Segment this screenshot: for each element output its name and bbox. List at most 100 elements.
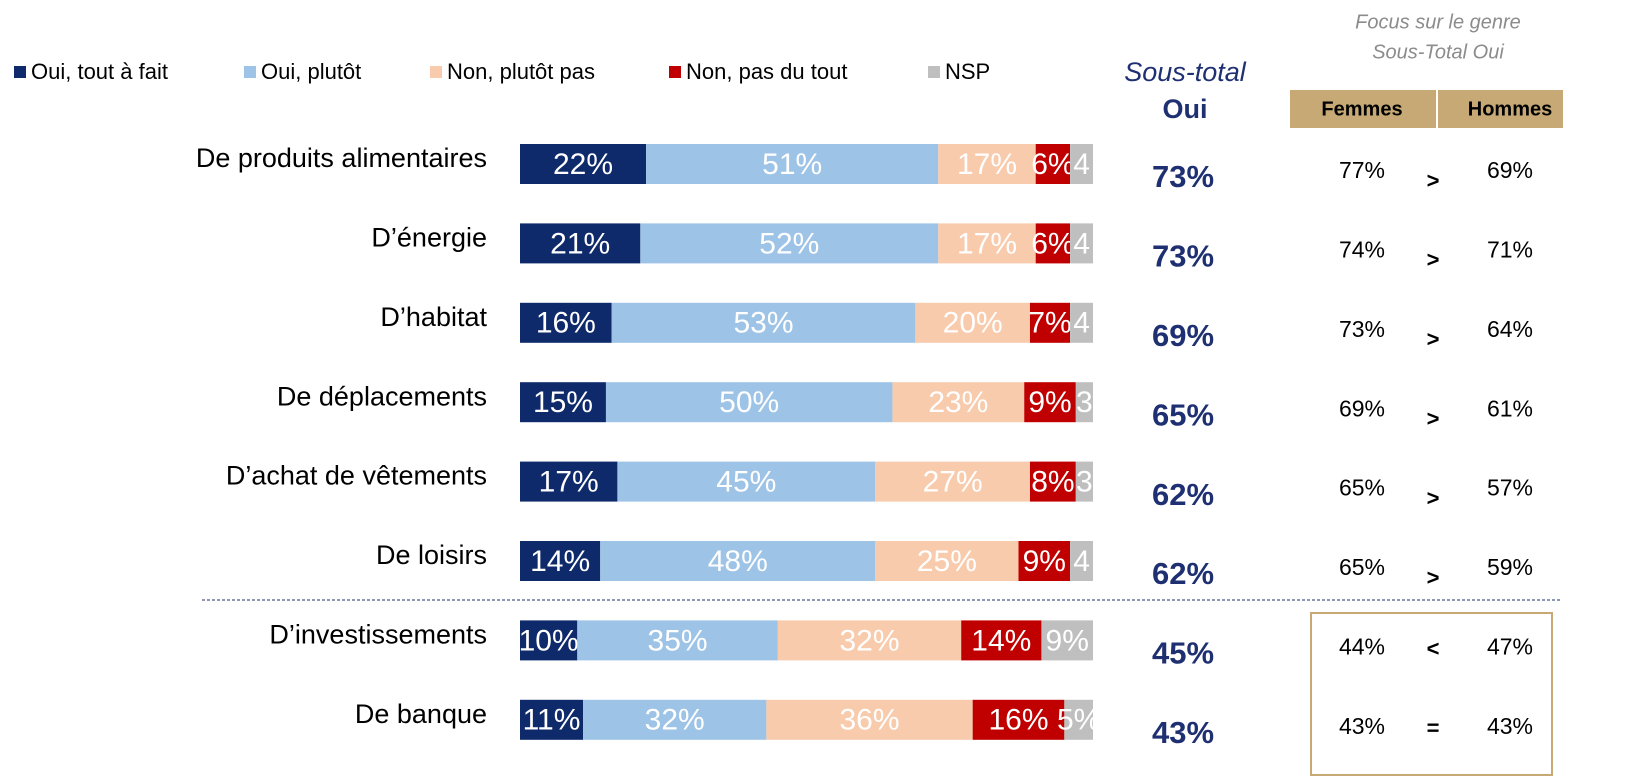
bar-segment — [520, 223, 641, 264]
bar-segment — [938, 223, 1036, 264]
bar-label: 45% — [716, 466, 776, 499]
bar-segment — [520, 382, 606, 423]
bar-segment — [1070, 223, 1093, 264]
focus-sign: > — [1427, 247, 1440, 272]
bar-label: 3 — [1076, 386, 1093, 419]
bar-label: 23% — [928, 386, 988, 419]
subtotal-value: 73% — [1152, 159, 1214, 194]
bar-label: 52% — [759, 227, 819, 260]
category-label: D’investissements — [269, 620, 487, 650]
category-label: De déplacements — [277, 381, 487, 411]
bar-segment — [1035, 144, 1071, 184]
subtotal-value: 69% — [1152, 318, 1214, 353]
bar-segment — [1070, 144, 1093, 184]
subtotal-value: 65% — [1152, 397, 1214, 432]
bar-label: 32% — [645, 704, 705, 737]
legend-swatch — [928, 66, 940, 78]
focus-femmes: 74% — [1339, 236, 1385, 262]
focus-column: Hommes — [1468, 98, 1552, 120]
focus-column: Femmes — [1321, 98, 1402, 120]
focus-sign: > — [1427, 168, 1440, 193]
category-label: De produits alimentaires — [196, 143, 487, 173]
bar-segment — [766, 699, 973, 740]
bar-label: 25% — [917, 545, 977, 578]
subtotal-subtitle: Oui — [1163, 94, 1208, 124]
focus-femmes: 77% — [1339, 157, 1385, 183]
category-label: De loisirs — [376, 540, 487, 570]
focus-femmes: 44% — [1339, 633, 1385, 659]
highlight-box — [1310, 612, 1553, 776]
focus-header-cell — [1290, 90, 1436, 128]
bar-label: 20% — [943, 307, 1003, 340]
category-label: D’énergie — [371, 223, 487, 253]
focus-hommes: 47% — [1487, 633, 1533, 659]
bar-label: 10% — [519, 624, 579, 657]
focus-header-cell — [1438, 90, 1563, 128]
bar-segment — [1029, 461, 1076, 502]
bar-label: 6% — [1031, 148, 1074, 181]
focus-femmes: 73% — [1339, 316, 1385, 342]
bar-segment — [1029, 302, 1071, 343]
bar-segment — [605, 382, 893, 423]
subtotal-value: 45% — [1152, 636, 1214, 671]
legend-swatch — [669, 66, 681, 78]
bar-segment — [520, 541, 601, 581]
bar-segment — [875, 461, 1030, 502]
focus-hommes: 69% — [1487, 157, 1533, 183]
focus-femmes: 43% — [1339, 713, 1385, 739]
bar-segment — [583, 699, 767, 740]
subtotal-value: 73% — [1152, 239, 1214, 274]
focus-sign: > — [1427, 327, 1440, 352]
bar-label: 35% — [648, 624, 708, 657]
bar-segment — [617, 461, 876, 502]
bar-label: 11% — [523, 704, 581, 737]
category-label: De banque — [355, 699, 487, 729]
focus-sign: < — [1427, 636, 1440, 661]
bar-segment — [577, 620, 778, 661]
bar-label: 22% — [553, 148, 613, 181]
bar-label: 32% — [840, 624, 900, 657]
bar-label: 17% — [539, 466, 599, 499]
bar-label: 5% — [1057, 704, 1100, 737]
bar-segment — [1018, 541, 1071, 581]
legend-label: Oui, plutôt — [261, 59, 361, 84]
bar-label: 27% — [923, 466, 983, 499]
bar-label: 48% — [708, 545, 768, 578]
legend-label: Non, pas du tout — [686, 59, 847, 84]
focus-title: Focus sur le genre — [1355, 11, 1521, 33]
bar-label: 53% — [734, 307, 794, 340]
focus-sign: = — [1427, 716, 1440, 741]
legend-label: Non, plutôt pas — [447, 59, 595, 84]
bar-label: 51% — [762, 148, 822, 181]
bar-segment — [646, 144, 939, 184]
bar-label: 16% — [536, 307, 596, 340]
bar-segment — [600, 541, 876, 581]
focus-sign: > — [1427, 565, 1440, 590]
focus-femmes: 65% — [1339, 554, 1385, 580]
bar-segment — [520, 699, 584, 740]
bar-segment — [520, 620, 578, 661]
bar-label: 9% — [1028, 386, 1071, 419]
bar-segment — [961, 620, 1042, 661]
focus-hommes: 71% — [1487, 236, 1533, 262]
bar-segment — [1041, 620, 1093, 661]
legend-swatch — [430, 66, 442, 78]
bar-label: 4 — [1073, 307, 1090, 340]
bar-label: 17% — [957, 227, 1017, 260]
bar-segment — [1064, 699, 1093, 740]
bar-label: 36% — [840, 704, 900, 737]
bar-segment — [777, 620, 962, 661]
legend-swatch — [244, 66, 256, 78]
category-label: D’habitat — [380, 302, 487, 332]
legend-label: NSP — [945, 59, 990, 84]
bar-segment — [892, 382, 1025, 423]
bar-label: 3 — [1076, 466, 1093, 499]
bar-segment — [640, 223, 939, 264]
bar-segment — [1075, 461, 1093, 502]
bar-segment — [611, 302, 916, 343]
bar-segment — [915, 302, 1030, 343]
bar-segment — [1035, 223, 1071, 264]
bar-label: 8% — [1031, 466, 1074, 499]
